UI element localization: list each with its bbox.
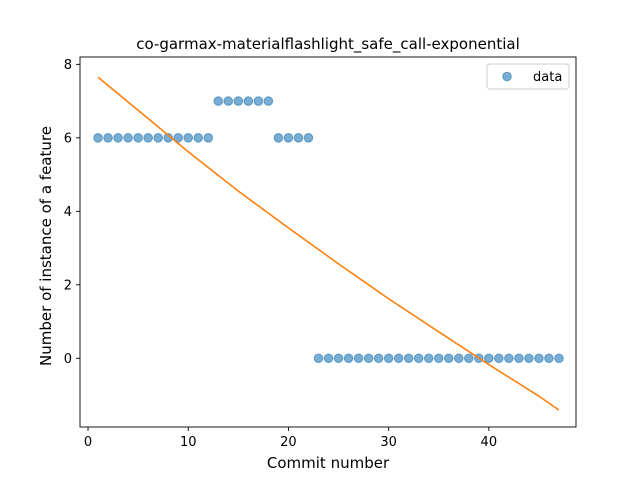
data-point: [283, 133, 294, 143]
data-point: [343, 353, 354, 364]
x-tick-label: 20: [280, 435, 297, 450]
y-tick-label: 8: [64, 58, 72, 73]
x-tick-label: 10: [180, 435, 197, 450]
data-point: [504, 353, 514, 364]
data-point: [413, 353, 424, 364]
y-tick-label: 0: [64, 352, 72, 367]
data-point: [253, 96, 264, 106]
data-point: [393, 353, 404, 364]
data-point: [383, 353, 394, 364]
data-point: [183, 133, 194, 143]
data-point: [293, 133, 304, 143]
x-tick-label: 0: [84, 435, 92, 450]
data-point: [403, 353, 414, 364]
data-point: [223, 96, 234, 106]
data-point: [323, 353, 334, 364]
y-tick-label: 6: [64, 131, 72, 146]
x-axis: 0 10 20 30 40: [84, 427, 497, 450]
data-point: [333, 353, 344, 364]
legend-marker: [502, 71, 512, 82]
fit-line: [97, 76, 560, 411]
data-point: [484, 353, 494, 364]
data-point: [554, 353, 564, 364]
data-point: [273, 133, 284, 143]
data-point: [113, 133, 123, 143]
data-point: [103, 133, 113, 143]
y-tick-label: 2: [64, 278, 72, 293]
y-axis-label: Number of instance of a feature: [37, 126, 55, 366]
data-point: [213, 96, 224, 106]
data-point: [524, 353, 534, 364]
data-point: [313, 353, 324, 364]
axes-frame: [79, 56, 577, 428]
data-point: [514, 353, 524, 364]
x-tick-label: 40: [481, 435, 498, 450]
legend-label: data: [533, 70, 562, 85]
data-point: [463, 353, 474, 364]
data-point: [193, 133, 204, 143]
data-point: [494, 353, 504, 364]
data-point: [544, 353, 554, 364]
data-point: [353, 353, 364, 364]
data-point: [123, 133, 133, 143]
data-point: [373, 353, 384, 364]
data-point: [433, 353, 444, 364]
data-point: [243, 96, 254, 106]
data-point: [303, 133, 314, 143]
data-point: [173, 133, 183, 143]
data-point: [133, 133, 143, 143]
data-point: [263, 96, 274, 106]
y-tick-label: 4: [64, 205, 72, 220]
plot-area: [79, 56, 577, 428]
data-point: [423, 353, 434, 364]
data-point: [534, 353, 544, 364]
data-point: [153, 133, 163, 143]
data-point: [443, 353, 454, 364]
data-point: [363, 353, 374, 364]
x-tick-label: 30: [380, 435, 397, 450]
data-point: [203, 133, 214, 143]
data-point: [143, 133, 153, 143]
data-point: [453, 353, 464, 364]
y-axis: 0 2 4 6 8: [64, 58, 80, 367]
legend-box: [486, 63, 570, 90]
data-point: [93, 133, 103, 143]
chart-title: co-garmax-materialflashlight_safe_call-e…: [136, 35, 520, 54]
legend: data: [486, 63, 570, 90]
data-point: [233, 96, 244, 106]
x-axis-label: Commit number: [267, 454, 390, 472]
